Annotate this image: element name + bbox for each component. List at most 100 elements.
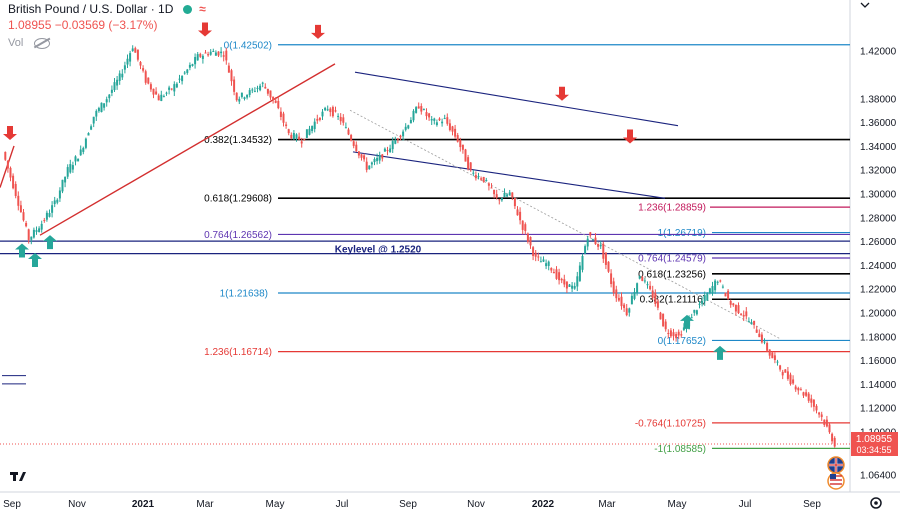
uk-flag-icon[interactable]	[827, 456, 845, 474]
candle-body	[227, 65, 230, 73]
candle-body	[552, 271, 555, 274]
candle-body	[420, 106, 423, 112]
candle-body	[469, 162, 472, 171]
up-arrow-icon	[713, 345, 727, 360]
candle-body	[755, 329, 758, 333]
channel-upper-line[interactable]	[354, 71, 679, 127]
candle-body	[61, 179, 64, 192]
candle-body	[693, 309, 696, 313]
candle-body	[727, 290, 730, 300]
candle-body	[714, 280, 717, 291]
candle-body	[105, 99, 108, 103]
candle-body	[568, 284, 571, 287]
x-tick-label: Mar	[196, 499, 214, 510]
candle-body	[615, 289, 618, 299]
candle-body	[820, 414, 823, 418]
channel-lower-line[interactable]	[352, 151, 666, 199]
price-badge-value: 1.08955	[856, 434, 893, 445]
settings-gear-icon[interactable]	[870, 497, 882, 509]
candle-body	[225, 50, 228, 61]
candle-body	[316, 118, 319, 121]
candle-body	[526, 233, 529, 242]
candle-body	[134, 48, 137, 53]
candle-body	[27, 229, 30, 240]
candle-body	[651, 290, 654, 298]
symbol-title[interactable]: British Pound / U.S. Dollar · 1D ≈	[8, 2, 206, 16]
candle-body	[737, 305, 740, 314]
candle-body	[695, 310, 698, 315]
candle-body	[490, 187, 493, 189]
candle-body	[240, 92, 243, 97]
candle-body	[51, 205, 54, 213]
candle-body	[326, 109, 329, 111]
gear-hub	[874, 501, 878, 505]
candle-body	[22, 212, 25, 221]
candle-body	[157, 95, 160, 101]
candle-body	[373, 158, 376, 163]
hide-eye-icon[interactable]	[34, 37, 51, 49]
candle-body	[285, 124, 288, 126]
x-tick-label: 2022	[532, 499, 555, 510]
candle-body	[321, 111, 324, 117]
dropdown-chevron-icon[interactable]	[860, 2, 870, 8]
down-arrow-icon	[623, 129, 637, 144]
candle-body	[274, 100, 277, 103]
uptrend-line[interactable]	[39, 63, 336, 236]
candle-body	[355, 144, 358, 152]
y-tick-label: 1.06400	[860, 470, 897, 481]
candle-body	[87, 133, 90, 136]
y-tick-label: 1.42000	[860, 47, 897, 58]
candle-body	[4, 151, 7, 160]
candle-body	[214, 52, 217, 56]
candle-body	[261, 82, 264, 84]
candle-body	[602, 243, 605, 259]
tradingview-logo[interactable]	[10, 472, 26, 481]
candle-body	[126, 58, 129, 65]
y-tick-label: 1.20000	[860, 309, 897, 320]
candle-body	[422, 109, 425, 111]
keylevel-label: Keylevel @ 1.2520	[335, 245, 422, 256]
candle-body	[272, 96, 275, 100]
candle-body	[805, 392, 808, 396]
candle-body	[560, 278, 563, 281]
candle-body	[792, 379, 795, 384]
candle-body	[282, 113, 285, 123]
candle-body	[253, 90, 256, 92]
candle-body	[196, 54, 199, 61]
fib-level-label: 0.764(1.24579)	[638, 254, 706, 265]
fib-level-label: -1(1.08585)	[654, 444, 706, 455]
candle-body	[344, 127, 347, 129]
candle-body	[654, 292, 657, 304]
candle-body	[594, 237, 597, 245]
candle-body	[521, 220, 524, 230]
y-tick-label: 1.18000	[860, 332, 897, 343]
candle-body	[66, 167, 69, 177]
candle-body	[753, 320, 756, 325]
indicator-wave-icon[interactable]: ≈	[199, 2, 206, 16]
up-arrow-icon	[28, 253, 42, 268]
candle-body	[576, 276, 579, 287]
volume-legend[interactable]: Vol	[8, 37, 51, 49]
candle-body	[828, 424, 831, 433]
candle-body	[298, 136, 301, 140]
candle-body	[711, 286, 714, 294]
candle-body	[95, 110, 98, 117]
candle-body	[207, 54, 210, 56]
us-flag-icon[interactable]	[827, 472, 845, 490]
candle-body	[9, 167, 12, 178]
candle-body	[266, 88, 269, 94]
candle-body	[758, 333, 761, 338]
candle-body	[612, 281, 615, 293]
candle-body	[807, 393, 810, 401]
candle-body	[438, 118, 441, 121]
candle-body	[136, 49, 139, 60]
candle-body	[766, 343, 769, 351]
candle-body	[493, 189, 496, 195]
candle-body	[747, 321, 750, 323]
candle-body	[558, 272, 561, 281]
x-tick-label: Sep	[399, 499, 417, 510]
candle-body	[529, 236, 532, 246]
candle-body	[412, 110, 415, 121]
candle-body	[565, 281, 568, 289]
